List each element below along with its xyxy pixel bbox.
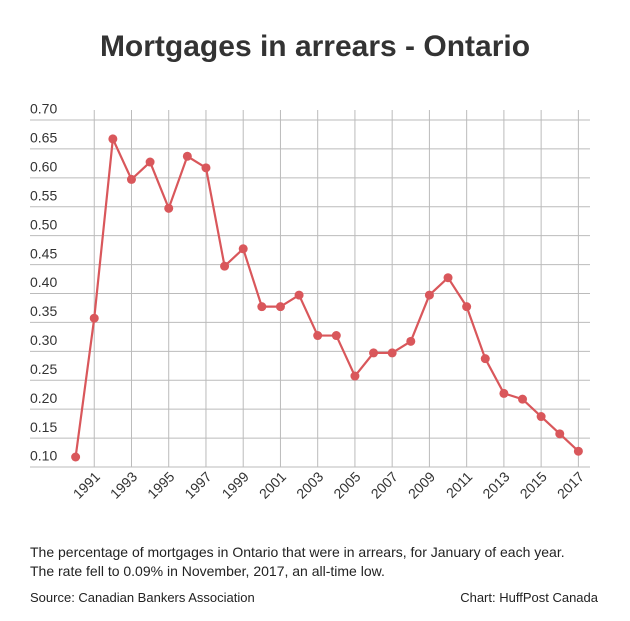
point	[424, 290, 434, 300]
y-tick-label: 0.60	[30, 159, 57, 175]
point	[573, 446, 583, 456]
point	[462, 302, 472, 312]
point	[387, 348, 397, 358]
y-tick-label: 0.15	[30, 419, 57, 435]
y-tick-label: 0.45	[30, 245, 57, 261]
credit: Chart: HuffPost Canada	[460, 590, 598, 605]
y-tick-label: 0.50	[30, 216, 57, 232]
point	[406, 336, 416, 346]
x-tick-label: 2001	[256, 468, 289, 501]
point	[145, 157, 155, 167]
point	[499, 388, 509, 398]
point	[126, 174, 136, 184]
point	[480, 354, 490, 364]
y-tick-label: 0.30	[30, 332, 57, 348]
x-tick-label: 2007	[368, 468, 401, 501]
x-tick-label: 1997	[181, 468, 214, 501]
point	[238, 244, 248, 254]
x-tick-label: 2013	[479, 468, 512, 501]
x-tick-label: 1993	[107, 468, 140, 501]
x-tick-label: 2011	[443, 468, 476, 501]
y-tick-label: 0.20	[30, 390, 57, 406]
point	[108, 134, 118, 144]
point	[536, 412, 546, 422]
x-tick-label: 1999	[219, 468, 252, 501]
x-tick-label: 2009	[405, 468, 438, 501]
y-tick-label: 0.10	[30, 448, 57, 464]
y-tick-label: 0.40	[30, 274, 57, 290]
y-tick-label: 0.65	[30, 130, 57, 146]
x-tick-label: 2005	[330, 468, 363, 501]
point	[89, 313, 99, 323]
point	[294, 290, 304, 300]
point	[331, 331, 341, 341]
y-tick-label: 0.55	[30, 187, 57, 203]
point	[257, 302, 267, 312]
y-tick-label: 0.25	[30, 361, 57, 377]
point	[71, 452, 81, 462]
x-tick-label: 2015	[517, 468, 550, 501]
point	[164, 203, 174, 213]
x-tick-label: 1995	[144, 468, 177, 501]
x-tick-label: 2003	[293, 468, 326, 501]
line	[74, 134, 580, 458]
chart-title: Mortgages in arrears - Ontario	[100, 30, 530, 63]
x-tick-label: 1991	[70, 468, 103, 501]
y-tick-label: 0.35	[30, 303, 57, 319]
point	[313, 331, 323, 341]
point	[220, 261, 230, 271]
y-tick-label: 0.70	[30, 101, 57, 117]
point	[275, 302, 285, 312]
point	[201, 163, 211, 173]
point	[350, 371, 360, 381]
point	[443, 273, 453, 283]
point	[182, 151, 192, 161]
chart: Mortgages in arrears - Ontario 0.10 0.15 0…	[30, 30, 590, 502]
point	[518, 394, 528, 404]
point	[369, 348, 379, 358]
source: Source: Canadian Bankers Association	[30, 590, 255, 605]
x-tick-label: 2017	[554, 468, 587, 501]
caption: The percentage of mortgages in Ontario t…	[30, 544, 565, 579]
point	[555, 429, 565, 439]
